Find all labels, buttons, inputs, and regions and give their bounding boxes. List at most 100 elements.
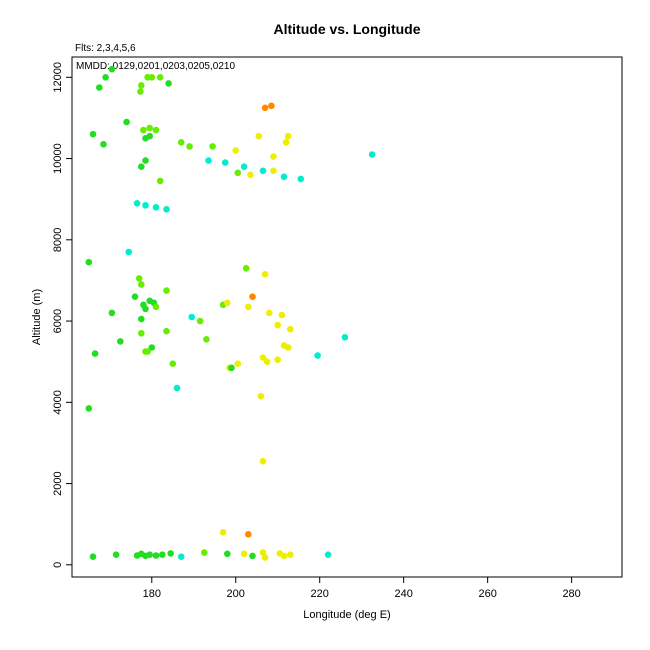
data-point [284, 132, 292, 140]
data-point [89, 130, 97, 138]
data-point [146, 124, 153, 132]
x-tick-label: 280 [562, 588, 580, 600]
data-point [146, 551, 153, 558]
data-point [163, 287, 170, 294]
data-point [123, 118, 130, 126]
data-point [152, 126, 160, 134]
data-point [133, 200, 141, 207]
data-point [270, 167, 277, 175]
data-point [125, 248, 132, 256]
data-point [142, 157, 149, 164]
data-point [314, 352, 321, 359]
data-point [159, 551, 166, 558]
flights-subtitle: Flts: 2,3,4,5,6 [75, 43, 136, 54]
data-point [240, 163, 248, 170]
y-tick-label: 10000 [52, 143, 64, 174]
data-point [142, 202, 149, 209]
data-point [261, 554, 269, 561]
data-point [278, 311, 286, 319]
data-point [270, 153, 277, 160]
data-point [140, 126, 147, 134]
data-point [146, 132, 153, 140]
data-point [135, 275, 143, 282]
data-point [138, 163, 145, 170]
data-point [102, 74, 109, 81]
data-point [142, 305, 149, 313]
data-point [138, 281, 145, 288]
data-point [324, 551, 332, 558]
data-point [186, 143, 193, 150]
y-tick-label: 4000 [52, 390, 64, 414]
data-point [280, 173, 288, 181]
x-tick-label: 200 [227, 588, 245, 600]
data-point [177, 553, 185, 560]
data-point [148, 344, 156, 351]
points-layer [85, 65, 376, 561]
data-point [268, 102, 275, 110]
data-point [287, 551, 294, 558]
x-tick-label: 220 [311, 588, 329, 600]
data-point [280, 552, 288, 560]
x-tick-label: 180 [143, 588, 161, 600]
data-point [247, 171, 254, 179]
data-point [228, 364, 235, 372]
data-point [261, 271, 269, 278]
data-point [205, 157, 212, 164]
data-point [263, 358, 271, 366]
data-point [282, 139, 290, 146]
data-point [249, 552, 256, 560]
data-point [341, 334, 349, 341]
data-point [274, 356, 282, 364]
data-point [297, 175, 305, 183]
data-point [249, 293, 256, 301]
y-tick-label: 12000 [52, 62, 64, 93]
data-point [117, 338, 124, 345]
data-point [232, 147, 239, 154]
data-point [144, 348, 151, 355]
data-point [108, 65, 116, 73]
data-point [261, 104, 269, 112]
data-point [96, 84, 103, 91]
data-point [259, 167, 267, 175]
data-point [224, 299, 231, 307]
y-tick-label: 6000 [52, 309, 64, 333]
data-point [156, 177, 164, 185]
y-tick-label: 8000 [52, 228, 64, 252]
data-point [255, 132, 263, 140]
data-point [240, 550, 248, 558]
data-point [91, 350, 99, 357]
data-point [221, 159, 229, 166]
data-point [274, 321, 282, 329]
data-point [188, 313, 195, 321]
data-point [219, 529, 227, 536]
data-point [266, 309, 273, 317]
data-point [112, 551, 120, 558]
data-point [163, 327, 170, 335]
data-point [108, 309, 116, 317]
data-point [85, 405, 93, 412]
y-tick-label: 0 [52, 562, 64, 568]
data-point [245, 531, 252, 538]
data-point [100, 141, 107, 148]
data-point [167, 550, 174, 557]
data-point [259, 457, 267, 465]
y-axis-label: Altitude (m) [31, 289, 43, 345]
x-axis-label: Longitude (deg E) [303, 609, 390, 621]
data-point [209, 143, 216, 150]
data-point [152, 204, 160, 211]
plot-frame [71, 56, 623, 578]
data-point [201, 549, 208, 556]
y-tick-label: 2000 [52, 471, 64, 495]
x-tick-label: 240 [394, 588, 412, 600]
data-point [234, 169, 242, 177]
data-point [173, 384, 181, 392]
data-point [257, 392, 265, 400]
data-point [138, 82, 145, 89]
x-axis: 180 200 220 240 260 280 [143, 577, 581, 600]
data-point [165, 80, 172, 87]
data-point [138, 315, 145, 323]
data-point [148, 74, 156, 81]
data-point [287, 325, 294, 333]
data-point [177, 139, 185, 146]
data-point [89, 553, 97, 560]
